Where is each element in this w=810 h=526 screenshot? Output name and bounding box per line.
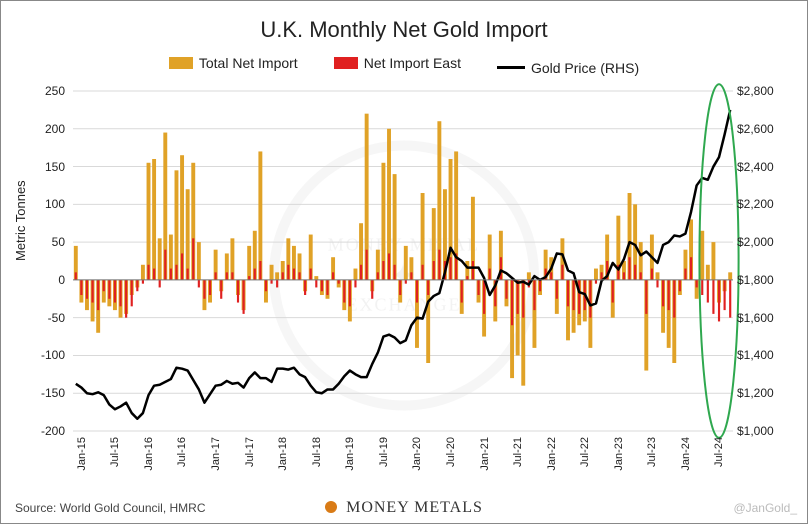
y-tick-right: $1,200 [737, 386, 774, 400]
y-tick-left: 50 [15, 235, 65, 249]
legend-label: Total Net Import [199, 55, 298, 71]
legend-item: Gold Price (RHS) [497, 60, 639, 76]
x-tick: Jan-22 [546, 437, 558, 471]
y-tick-right: $2,000 [737, 235, 774, 249]
x-tick: Jul-21 [512, 437, 524, 467]
y-tick-right: $2,800 [737, 84, 774, 98]
y-tick-left: -50 [15, 311, 65, 325]
x-tick: Jan-21 [479, 437, 491, 471]
legend-label: Net Import East [364, 55, 461, 71]
legend-label: Gold Price (RHS) [531, 60, 639, 76]
y-tick-right: $2,600 [737, 122, 774, 136]
y-tick-left: 0 [15, 273, 65, 287]
x-tick: Jan-23 [613, 437, 625, 471]
x-tick: Jan-17 [210, 437, 222, 471]
legend-swatch [497, 66, 525, 69]
y-tick-left: 200 [15, 122, 65, 136]
y-tick-left: 150 [15, 160, 65, 174]
x-tick: Jan-19 [344, 437, 356, 471]
y-tick-left: 250 [15, 84, 65, 98]
x-tick: Jan-24 [680, 437, 692, 471]
chart-frame: MONEY METAL ✦ EXCHANGE U.K. Monthly Net … [0, 0, 808, 524]
x-tick: Jan-16 [143, 437, 155, 471]
y-tick-left: -200 [15, 424, 65, 438]
x-tick: Jul-20 [445, 437, 457, 467]
legend-swatch [169, 57, 193, 69]
y-tick-right: $2,400 [737, 160, 774, 174]
y-tick-left: -150 [15, 386, 65, 400]
brand-text: MONEY METALS [346, 499, 483, 516]
x-tick: Jul-16 [176, 437, 188, 467]
x-tick: Jan-15 [76, 437, 88, 471]
legend: Total Net Import Net Import East Gold Pric… [1, 55, 807, 76]
y-tick-right: $2,200 [737, 197, 774, 211]
x-tick: Jul-22 [579, 437, 591, 467]
legend-swatch [334, 57, 358, 69]
x-tick: Jul-24 [713, 437, 725, 467]
flame-icon [325, 501, 337, 513]
x-tick: Jul-15 [109, 437, 121, 467]
y-tick-right: $1,600 [737, 311, 774, 325]
x-tick: Jan-18 [277, 437, 289, 471]
legend-item: Total Net Import [169, 55, 298, 71]
x-tick: Jul-19 [378, 437, 390, 467]
plot-area [73, 91, 733, 431]
x-tick: Jul-17 [244, 437, 256, 467]
brand-logo: MONEY METALS [1, 499, 807, 517]
chart-title: U.K. Monthly Net Gold Import [1, 17, 807, 43]
y-tick-right: $1,400 [737, 348, 774, 362]
x-tick: Jul-18 [311, 437, 323, 467]
y-tick-right: $1,800 [737, 273, 774, 287]
y-tick-left: -100 [15, 348, 65, 362]
x-tick: Jan-20 [411, 437, 423, 471]
y-tick-left: 100 [15, 197, 65, 211]
author-handle: @JanGold_ [733, 501, 797, 515]
x-tick: Jul-23 [646, 437, 658, 467]
legend-item: Net Import East [334, 55, 461, 71]
y-tick-right: $1,000 [737, 424, 774, 438]
